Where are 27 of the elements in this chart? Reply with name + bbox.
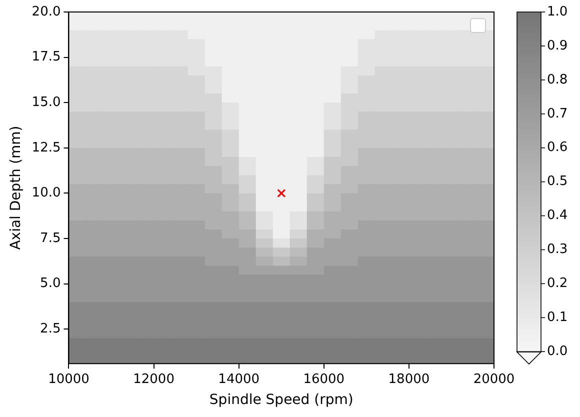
x-tick-label: 20000 xyxy=(473,372,515,387)
y-tick-label: 15.0 xyxy=(32,94,61,110)
x-tick-label: 14000 xyxy=(218,372,260,387)
y-tick-label: 10.0 xyxy=(32,186,61,201)
color-bar-label: 0.1 xyxy=(547,310,568,326)
x-tick-label: 18000 xyxy=(388,372,430,387)
color-bar-label: 0.9 xyxy=(547,38,568,54)
color-bar-label: 1.0 xyxy=(547,4,568,20)
y-tick-label: 7.5 xyxy=(40,230,61,246)
x-tick-label: 16000 xyxy=(303,372,345,387)
color-bar-label: 0.6 xyxy=(547,140,568,156)
color-bar-label: 0.8 xyxy=(547,72,568,88)
y-tick-label: 2.5 xyxy=(40,322,61,337)
x-tick-label: 12000 xyxy=(133,372,174,387)
color-bar-label: 0.5 xyxy=(547,174,568,190)
color-bar-label: 0.2 xyxy=(547,276,568,292)
x-axis-title: Spindle Speed (rpm) xyxy=(209,392,354,408)
y-axis-title: Axial Depth (mm) xyxy=(8,126,24,250)
y-tick-label: 5.0 xyxy=(40,276,61,292)
y-tick-label: 12.5 xyxy=(32,140,61,156)
color-bar-label: 0.3 xyxy=(547,242,568,258)
y-tick-label: 20.0 xyxy=(32,4,61,20)
x-tick-label: 10000 xyxy=(48,372,90,387)
color-bar-label: 0.4 xyxy=(547,208,568,224)
color-bar-label: 0.0 xyxy=(547,344,568,359)
y-tick-label: 17.5 xyxy=(32,50,61,65)
color-bar-label: 0.7 xyxy=(547,106,568,122)
